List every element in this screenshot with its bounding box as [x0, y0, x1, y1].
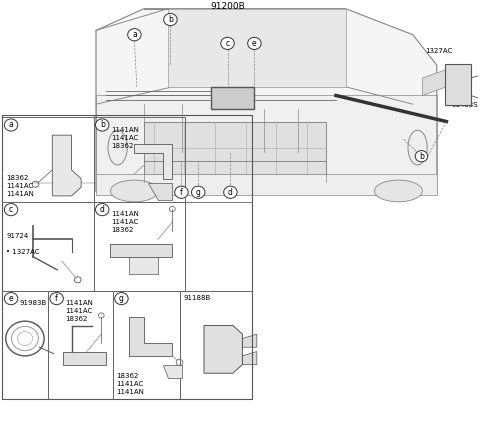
Circle shape: [221, 37, 234, 49]
Text: e: e: [252, 39, 257, 48]
Polygon shape: [96, 9, 437, 191]
Polygon shape: [242, 334, 257, 347]
Text: b: b: [100, 121, 105, 129]
Text: b: b: [419, 152, 424, 161]
Ellipse shape: [374, 180, 422, 202]
Ellipse shape: [108, 130, 127, 165]
Circle shape: [175, 186, 188, 198]
Polygon shape: [52, 135, 81, 196]
Text: 18362
1141AC
1141AN: 18362 1141AC 1141AN: [6, 175, 34, 197]
Polygon shape: [168, 9, 346, 87]
Circle shape: [98, 313, 104, 318]
Polygon shape: [63, 352, 106, 365]
Polygon shape: [110, 244, 172, 257]
FancyBboxPatch shape: [144, 122, 326, 174]
Circle shape: [192, 186, 205, 198]
Text: e: e: [9, 294, 13, 303]
Polygon shape: [129, 317, 172, 356]
Circle shape: [4, 293, 18, 305]
Circle shape: [96, 119, 109, 131]
Circle shape: [169, 207, 175, 212]
Text: 1141AN
1141AC
18362: 1141AN 1141AC 18362: [65, 300, 93, 322]
FancyBboxPatch shape: [96, 95, 437, 191]
Circle shape: [248, 37, 261, 49]
Ellipse shape: [110, 180, 158, 202]
Polygon shape: [129, 257, 158, 274]
Text: c: c: [9, 205, 13, 214]
FancyBboxPatch shape: [96, 174, 437, 195]
Polygon shape: [242, 352, 257, 365]
Circle shape: [96, 204, 109, 216]
Text: b: b: [168, 15, 173, 24]
Circle shape: [415, 151, 428, 162]
Circle shape: [115, 293, 128, 305]
Text: a: a: [132, 30, 137, 39]
Text: 91188B: 91188B: [184, 295, 211, 301]
Polygon shape: [204, 326, 242, 373]
Circle shape: [119, 182, 125, 188]
Circle shape: [4, 119, 18, 131]
Ellipse shape: [408, 130, 427, 165]
Text: g: g: [196, 188, 201, 197]
Circle shape: [176, 359, 183, 365]
Text: 1327AC: 1327AC: [425, 48, 452, 54]
Circle shape: [4, 204, 18, 216]
Circle shape: [128, 29, 141, 41]
Text: c: c: [226, 39, 229, 48]
Circle shape: [133, 327, 140, 333]
Polygon shape: [422, 69, 446, 95]
FancyBboxPatch shape: [445, 64, 471, 105]
Text: f: f: [180, 188, 183, 197]
Text: 91724

• 1327AC: 91724 • 1327AC: [6, 233, 40, 255]
Circle shape: [32, 181, 39, 187]
Circle shape: [224, 186, 237, 198]
Text: a: a: [9, 121, 13, 129]
Text: f: f: [55, 294, 58, 303]
Text: 1141AN
1141AC
18362: 1141AN 1141AC 18362: [111, 211, 139, 233]
Text: 91453S: 91453S: [451, 102, 478, 108]
Text: 18362
1141AC
1141AN: 18362 1141AC 1141AN: [117, 373, 144, 395]
Circle shape: [50, 293, 63, 305]
Text: 1141AN
1141AC
18362: 1141AN 1141AC 18362: [111, 127, 139, 149]
Text: d: d: [228, 188, 233, 197]
Circle shape: [164, 13, 177, 26]
Text: 91200B: 91200B: [211, 2, 245, 11]
Polygon shape: [134, 144, 172, 178]
Polygon shape: [148, 183, 172, 200]
Polygon shape: [163, 365, 182, 378]
Text: 91983B: 91983B: [20, 300, 47, 306]
Text: g: g: [119, 294, 124, 303]
Text: d: d: [100, 205, 105, 214]
FancyBboxPatch shape: [211, 87, 254, 108]
Circle shape: [74, 277, 81, 283]
